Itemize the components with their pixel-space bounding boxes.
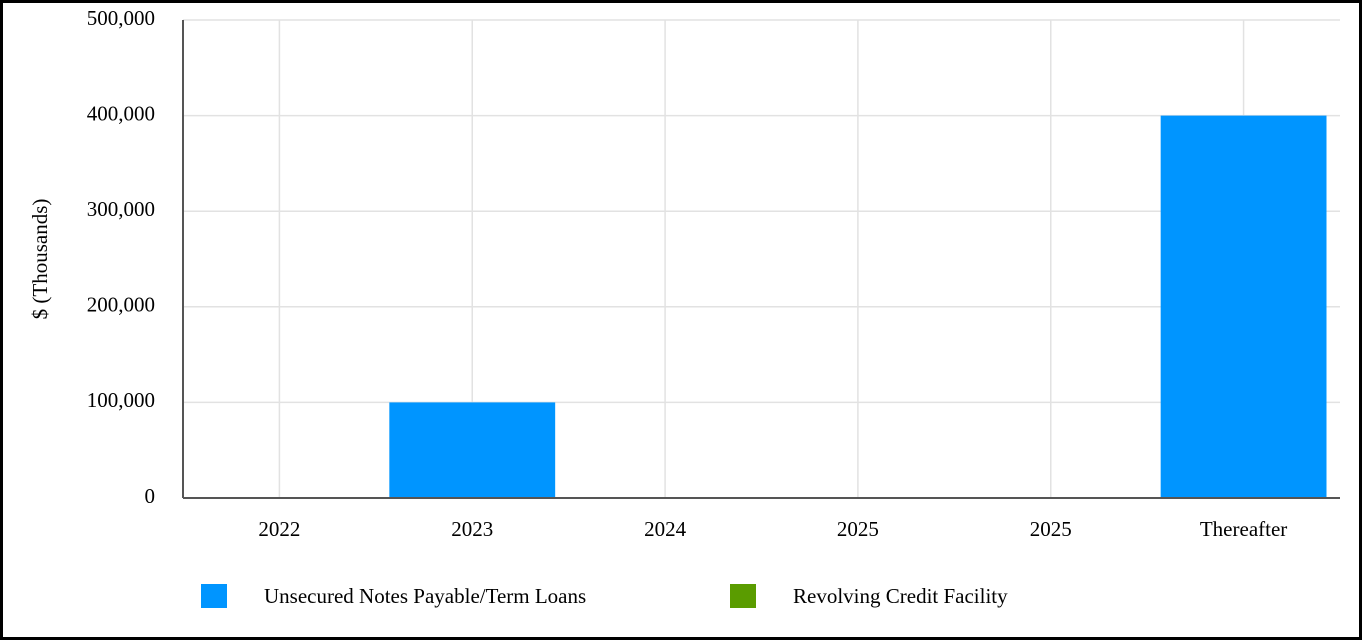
bar	[1160, 115, 1327, 498]
x-tick-label: 2025	[1030, 517, 1072, 541]
bar	[389, 402, 556, 498]
x-tick-label: 2022	[258, 517, 300, 541]
legend-swatch	[730, 584, 756, 608]
legend-label: Unsecured Notes Payable/Term Loans	[264, 584, 586, 608]
y-tick-label: 400,000	[87, 101, 155, 125]
x-tick-label: 2023	[451, 517, 493, 541]
y-tick-label: 200,000	[87, 293, 155, 317]
legend-swatch	[201, 584, 227, 608]
y-tick-label: 300,000	[87, 197, 155, 221]
y-tick-label: 100,000	[87, 388, 155, 412]
y-axis-label: $ (Thousands)	[28, 199, 52, 320]
x-tick-label: Thereafter	[1200, 517, 1287, 541]
x-tick-label: 2025	[837, 517, 879, 541]
legend-label: Revolving Credit Facility	[793, 584, 1008, 608]
x-tick-label: 2024	[644, 517, 687, 541]
y-tick-label: 0	[145, 484, 156, 508]
y-tick-label: 500,000	[87, 6, 155, 30]
